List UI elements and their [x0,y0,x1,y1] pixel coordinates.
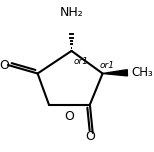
Text: or1: or1 [74,57,89,66]
Polygon shape [103,70,127,76]
Text: O: O [86,130,95,143]
Text: or1: or1 [99,61,114,70]
Text: O: O [65,110,74,123]
Text: CH₃: CH₃ [132,66,153,79]
Text: NH₂: NH₂ [60,6,83,19]
Text: O: O [0,59,9,72]
